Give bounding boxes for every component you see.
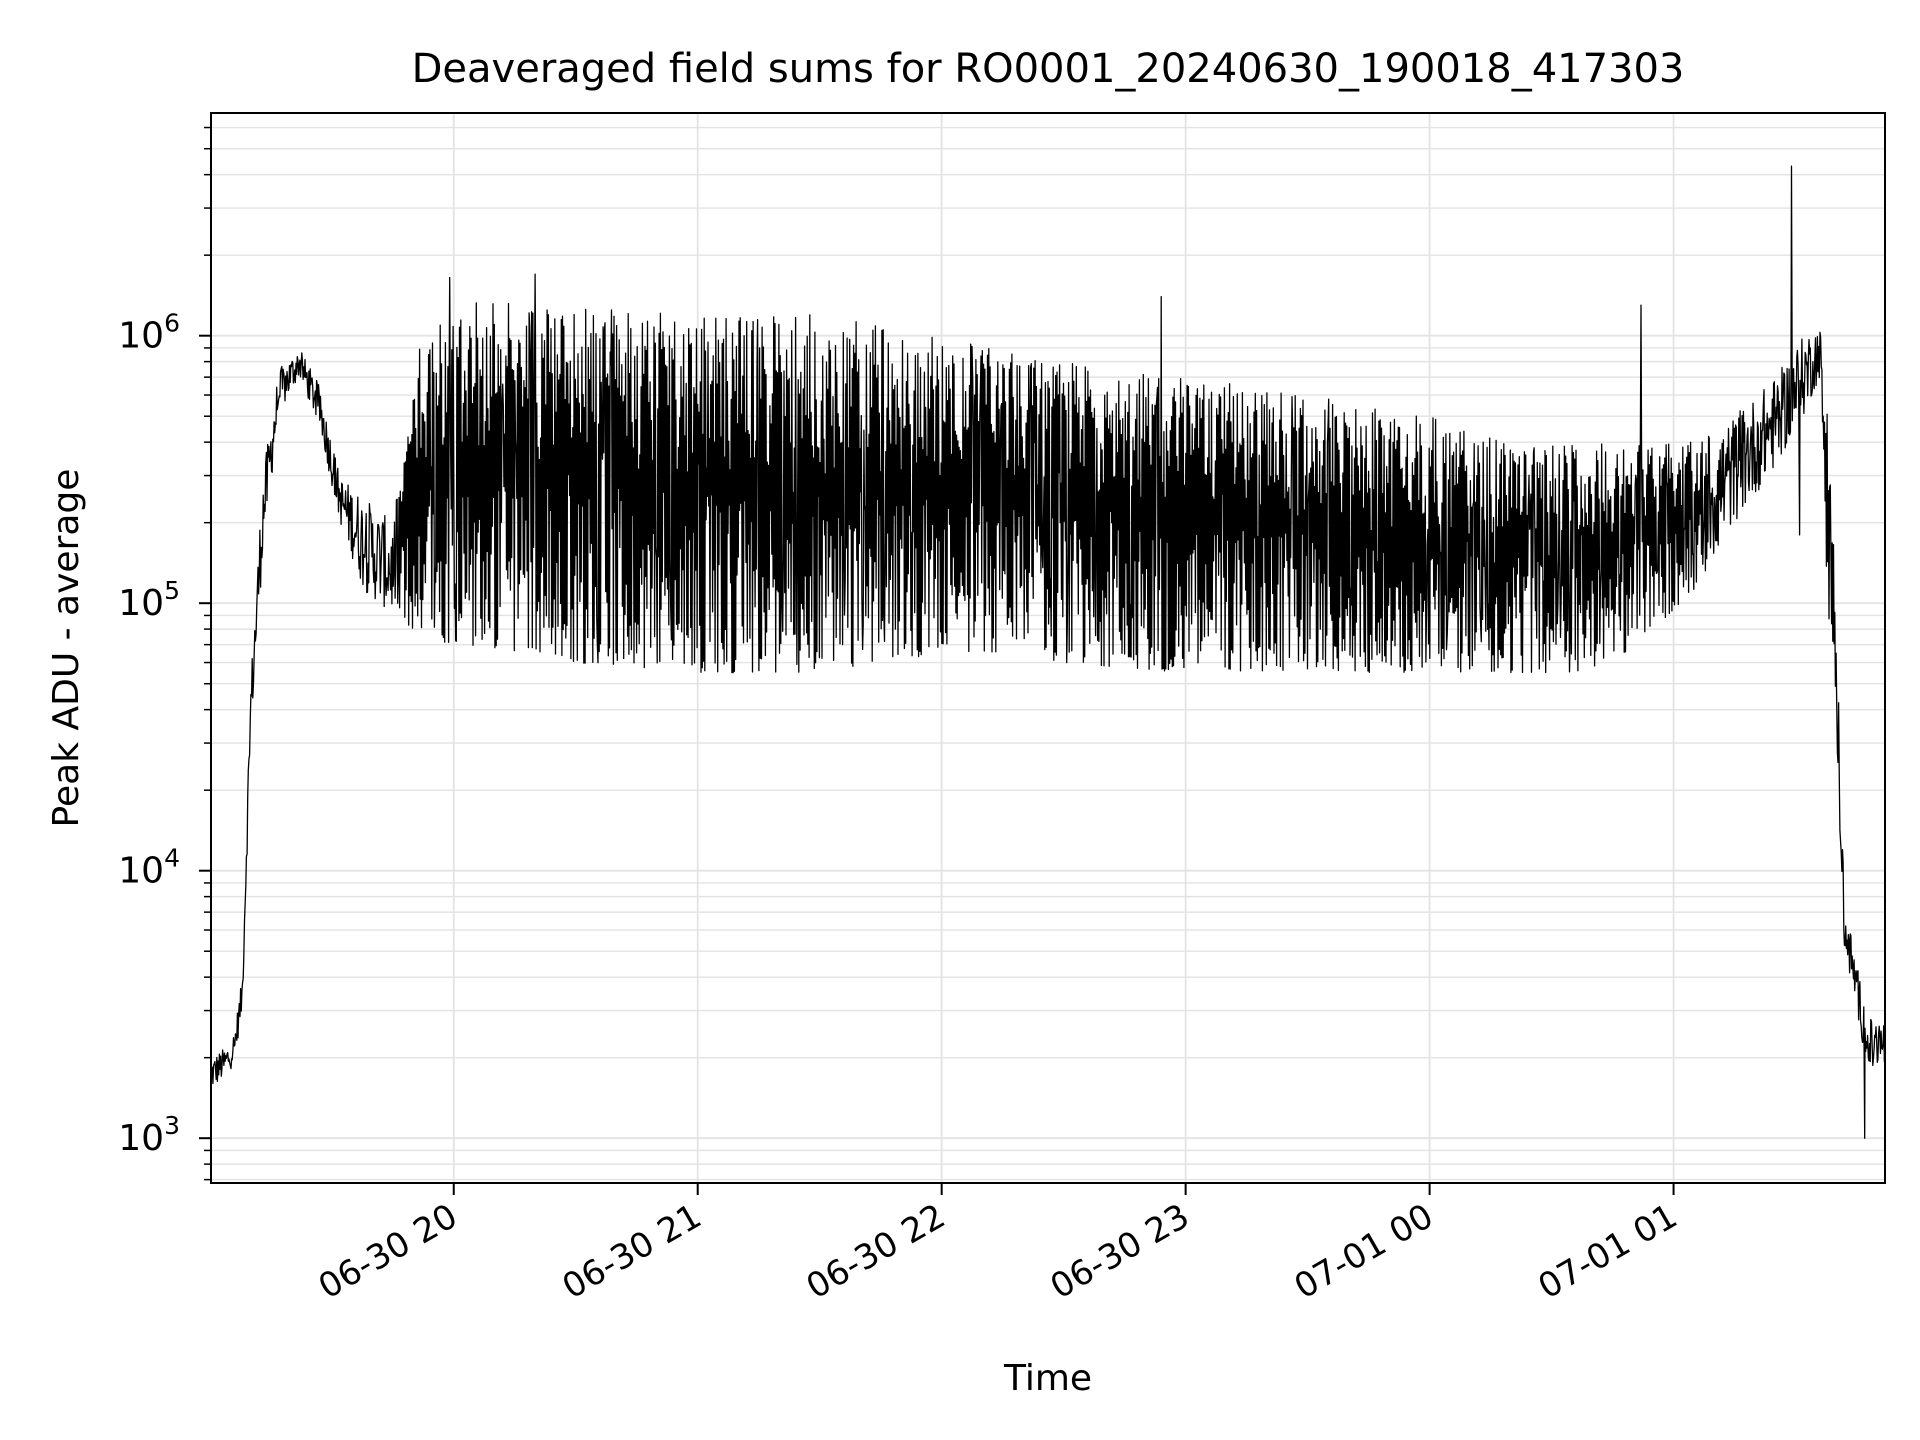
y-tick-label: 103 [118, 1111, 180, 1159]
y-axis: 103 104 105 106 [118, 126, 211, 1181]
y-axis-label: Peak ADU - average [46, 469, 87, 828]
plot-frame [210, 112, 1886, 1184]
y-tick-label: 104 [118, 844, 180, 892]
chart-title: Deaveraged field sums for RO0001_2024063… [412, 46, 1685, 92]
series-line [211, 165, 1885, 1139]
x-axis-label: Time [1003, 1358, 1092, 1399]
y-tick-label: 105 [118, 576, 180, 624]
y-tick-label: 106 [118, 309, 180, 357]
plot-area [211, 165, 1885, 1139]
